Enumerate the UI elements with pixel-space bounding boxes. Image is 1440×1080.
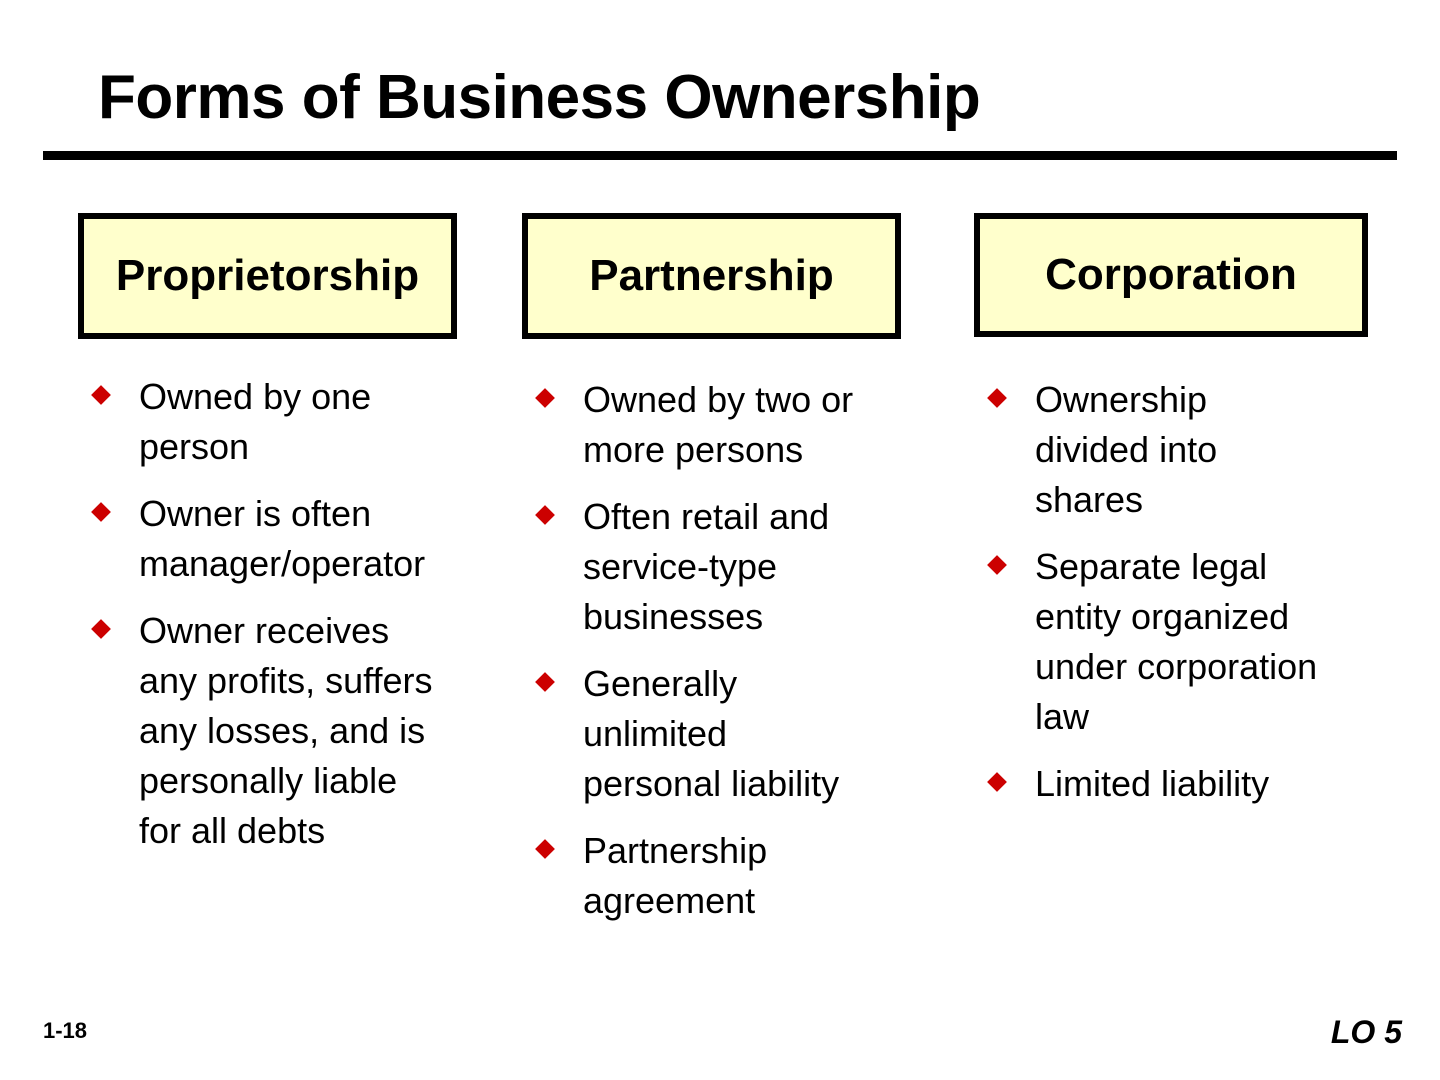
bullet-item: Owned by one person [84, 372, 464, 472]
bullet-text-line: Owner receives [139, 610, 390, 651]
bullet-text-line: Owned by one [139, 376, 372, 417]
bullet-item: Separate legal entity organized under corp… [980, 542, 1380, 742]
bullet-text-line: any profits, suffers [139, 660, 433, 701]
diamond-bullet-icon [535, 672, 555, 692]
proprietorship-header-label: Proprietorship [115, 251, 420, 300]
bullet-text-line: divided into [1035, 429, 1218, 470]
diamond-bullet-icon [91, 385, 111, 405]
bullet-text-line: Owned by two or [583, 379, 854, 420]
bullet-text-line: more persons [583, 429, 804, 470]
bullet-item: Often retail and service-type businesses [528, 492, 908, 642]
bullet-item: Owned by two or more persons [528, 375, 908, 475]
bullet-item: Owner is often manager/operator [84, 489, 464, 589]
partnership-bullet-list: Owned by two or more persons Often retail … [528, 375, 908, 943]
bullet-text-line: manager/operator [139, 543, 426, 584]
diamond-bullet-icon [535, 388, 555, 408]
bullet-item: Partnership agreement [528, 826, 908, 926]
corporation-bullet-list: Ownership divided into shares Separate lega… [980, 375, 1380, 826]
bullet-text-line: agreement [583, 880, 756, 921]
bullet-text-line: Separate legal [1035, 546, 1268, 587]
bullet-item: Generally unlimited personal liability [528, 659, 908, 809]
bullet-text-line: entity organized [1035, 596, 1290, 637]
bullet-text-line: personal liability [583, 763, 840, 804]
slide-number: 1-18 [43, 1018, 88, 1043]
corporation-header: Corporation [974, 213, 1368, 337]
bullet-text-line: for all debts [139, 810, 326, 851]
bullet-item: Limited liability [980, 759, 1380, 809]
bullet-text-line: under corporation [1035, 646, 1318, 687]
proprietorship-header: Proprietorship [78, 213, 457, 339]
bullet-text-line: shares [1035, 479, 1144, 520]
partnership-header: Partnership [522, 213, 901, 339]
slide-title: Forms of Business Ownership [98, 63, 981, 132]
bullet-text-line: Ownership [1035, 379, 1208, 420]
diamond-bullet-icon [987, 772, 1007, 792]
bullet-text-line: businesses [583, 596, 764, 637]
bullet-text-line: Limited liability [1035, 763, 1270, 804]
partnership-header-label: Partnership [589, 251, 834, 300]
diamond-bullet-icon [91, 502, 111, 522]
diamond-bullet-icon [535, 505, 555, 525]
corporation-header-label: Corporation [1045, 250, 1297, 299]
diamond-bullet-icon [91, 619, 111, 639]
bullet-text-line: law [1035, 696, 1090, 737]
learning-objective-label: LO 5 [1330, 1014, 1402, 1050]
bullet-text-line: any losses, and is [139, 710, 426, 751]
bullet-text-line: Generally [583, 663, 738, 704]
bullet-text-line: Owner is often [139, 493, 372, 534]
diamond-bullet-icon [987, 388, 1007, 408]
bullet-text-line: personally liable [139, 760, 398, 801]
diamond-bullet-icon [987, 555, 1007, 575]
bullet-item: Owner receives any profits, suffers any lo… [84, 606, 464, 856]
bullet-text-line: service-type [583, 546, 778, 587]
bullet-text-line: person [139, 426, 250, 467]
bullet-text-line: Often retail and [583, 496, 830, 537]
title-divider [43, 151, 1397, 160]
bullet-item: Ownership divided into shares [980, 375, 1380, 525]
bullet-text-line: unlimited [583, 713, 728, 754]
proprietorship-bullet-list: Owned by one person Owner is often manager/… [84, 372, 464, 873]
diamond-bullet-icon [535, 839, 555, 859]
bullet-text-line: Partnership [583, 830, 768, 871]
